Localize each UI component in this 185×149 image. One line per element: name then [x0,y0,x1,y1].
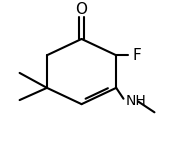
Text: NH: NH [125,94,146,108]
Text: O: O [75,2,88,17]
Text: F: F [133,48,141,63]
